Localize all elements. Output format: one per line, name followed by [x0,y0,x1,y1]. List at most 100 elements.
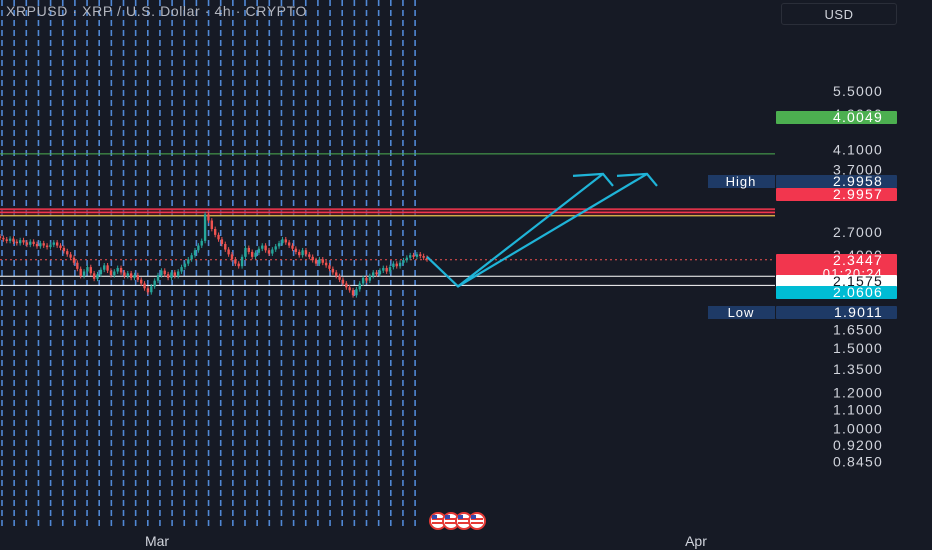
y-tick-label: 0.8450 [833,454,883,470]
candle-body [254,252,257,257]
candle-body [42,243,45,246]
candle-body [267,250,271,254]
x-tick-label: Mar [145,533,169,549]
candle-body [193,250,197,256]
candle-body [335,272,338,277]
price-label-value: 2.0606 [833,284,883,300]
candle-body [52,242,55,245]
candle-body [49,244,52,248]
candle-body [89,267,92,274]
candle-body [18,240,22,244]
projection-arrow-path [426,173,604,288]
candle-body [287,242,291,246]
y-tick-label: 0.9200 [833,437,883,453]
economic-event-icons[interactable] [429,512,486,530]
price-label-support [776,275,897,288]
projection-arrows[interactable] [426,172,658,292]
candle-body [388,267,392,272]
currency-button[interactable]: USD [781,3,897,25]
us-flag-canton [471,515,476,519]
candle-body [422,256,425,258]
projection-arrow-head [572,172,614,187]
candle-body [368,276,372,281]
candle-body [375,272,378,275]
price-labels: 4.00492.9958High2.99572.344701:20:242.15… [708,109,897,320]
price-label-value: 2.3447 [833,252,883,268]
candle-body [382,267,385,271]
vertical-cycle-lines [1,0,416,527]
horizontal-levels [0,153,775,286]
candle-body [45,245,49,248]
candle-body [156,275,160,281]
price-label-resistance [776,188,897,201]
candle-body [160,270,163,276]
candle-body [321,259,324,263]
price-label-value: 2.9958 [833,173,883,189]
candle-body [76,262,79,269]
candle-body [402,260,405,263]
candle-body [425,257,429,260]
candle-body [170,272,173,278]
candle-body [113,271,116,276]
candle-body [298,251,301,256]
candle-body [291,245,294,249]
us-flag-canton [458,515,463,519]
price-tag-text: Low [728,305,755,320]
candle-body [227,249,230,255]
candle-body [79,268,82,277]
y-tick-label: 5.5000 [833,83,883,99]
price-label-value: 1.9011 [834,304,883,320]
candle-body [55,242,59,246]
candle-body [29,241,32,245]
candle-body [355,289,358,296]
projection-arrow-path [457,172,648,288]
candle-body [237,263,240,267]
us-flag-stripe [471,518,483,520]
price-label-value: 2.9957 [833,186,883,202]
candle-body [318,259,321,264]
candle-body [294,248,298,252]
candle-body [35,243,39,247]
price-label-target [776,111,897,124]
candle-body [82,271,86,277]
y-tick-label: 1.5000 [833,340,883,356]
candle-body [284,239,287,243]
candle-body [173,272,177,277]
price-label-value: 4.0049 [833,109,883,125]
time-axis[interactable]: Mar Apr [145,533,707,549]
candle-body [69,254,72,258]
candle-body [271,249,274,254]
us-flag-stripe [458,518,470,520]
candle-body [261,245,264,249]
candle-body [62,247,66,252]
symbol-title: XRPUSD · XRP / U.S. Dollar · 4h · CRYPTO [6,3,307,19]
us-flag-canton [445,515,450,519]
candle-body [385,267,388,272]
candle-body [358,283,361,290]
candle-body [341,279,345,284]
candle-body [244,247,247,257]
candle-body [331,268,335,273]
candle-body [72,257,76,263]
price-label-last [776,254,897,280]
candle-body [0,236,2,238]
candle-body [143,283,146,289]
candle-body [277,243,281,247]
candle-body [109,270,113,276]
candle-body [281,239,284,244]
us-flag-stripe [445,522,457,524]
candle-body [412,255,415,257]
candle-body [153,280,156,287]
candle-body [220,239,224,244]
candle-body [240,256,244,267]
price-label-high [776,175,897,188]
candle-body [328,265,331,269]
candle-body [187,259,190,264]
candle-body [126,273,129,277]
candle-body [250,251,254,257]
candle-body [378,270,382,275]
candle-body [395,263,398,267]
candle-body [200,240,203,246]
candle-body [136,275,140,280]
